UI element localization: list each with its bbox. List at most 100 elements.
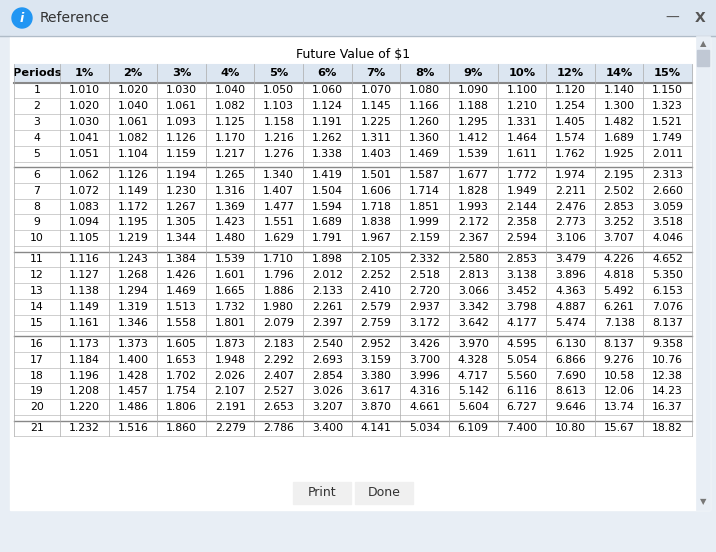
Bar [109, 64, 158, 82]
Text: 1.486: 1.486 [117, 402, 148, 412]
Bar [109, 267, 158, 283]
Text: 1.346: 1.346 [117, 317, 148, 327]
Text: 1%: 1% [74, 68, 94, 78]
Text: 1.159: 1.159 [166, 148, 197, 158]
Bar [205, 214, 254, 230]
Bar [158, 352, 205, 368]
Text: 6.866: 6.866 [555, 355, 586, 365]
Bar [644, 114, 692, 130]
Text: 2.720: 2.720 [409, 286, 440, 296]
Text: 6.109: 6.109 [458, 423, 489, 433]
Text: 4: 4 [34, 133, 40, 143]
Bar [498, 230, 546, 246]
Text: 1.254: 1.254 [555, 101, 586, 111]
Text: 3.342: 3.342 [458, 302, 488, 312]
Text: 15.67: 15.67 [604, 423, 634, 433]
Bar [14, 384, 60, 399]
Text: 2.026: 2.026 [215, 370, 246, 380]
Text: 1.126: 1.126 [166, 133, 197, 143]
Text: 1.232: 1.232 [69, 423, 100, 433]
Bar [109, 315, 158, 331]
Text: 1.210: 1.210 [506, 101, 537, 111]
Bar [546, 130, 595, 146]
Bar [352, 299, 400, 315]
Text: 1.267: 1.267 [166, 201, 197, 211]
Text: 1.574: 1.574 [555, 133, 586, 143]
Bar [644, 64, 692, 82]
Bar [158, 114, 205, 130]
Text: 1.772: 1.772 [506, 170, 537, 180]
Text: 9.646: 9.646 [555, 402, 586, 412]
Bar [14, 146, 60, 162]
Bar [303, 315, 352, 331]
Text: 5.350: 5.350 [652, 270, 683, 280]
Text: 1.967: 1.967 [361, 233, 392, 243]
Bar [595, 130, 644, 146]
Bar [546, 82, 595, 98]
Text: 1.051: 1.051 [69, 148, 100, 158]
Text: 7%: 7% [367, 68, 386, 78]
Bar [595, 167, 644, 183]
Text: Future Value of $1: Future Value of $1 [296, 47, 410, 61]
Bar [546, 114, 595, 130]
Bar [14, 299, 60, 315]
Bar [60, 421, 109, 436]
Bar [400, 64, 449, 82]
Bar [352, 114, 400, 130]
Text: Reference: Reference [40, 11, 110, 25]
Text: 2.773: 2.773 [555, 217, 586, 227]
Text: 1.762: 1.762 [555, 148, 586, 158]
Bar [449, 421, 498, 436]
Bar [498, 130, 546, 146]
Bar [60, 214, 109, 230]
Text: 1.149: 1.149 [117, 185, 148, 196]
Text: 1.040: 1.040 [215, 86, 246, 95]
Bar [644, 399, 692, 415]
Bar [158, 214, 205, 230]
Text: 1.276: 1.276 [263, 148, 294, 158]
Bar [254, 130, 303, 146]
Bar [400, 167, 449, 183]
Text: 6: 6 [34, 170, 40, 180]
Text: 1.219: 1.219 [117, 233, 148, 243]
Text: 2.313: 2.313 [652, 170, 683, 180]
Bar [60, 98, 109, 114]
Bar [109, 352, 158, 368]
Bar [449, 64, 498, 82]
Text: 5.054: 5.054 [506, 355, 537, 365]
Text: 16.37: 16.37 [652, 402, 683, 412]
Bar [352, 183, 400, 199]
Bar [595, 199, 644, 214]
Text: 1.030: 1.030 [69, 117, 100, 127]
Text: 1.949: 1.949 [506, 185, 537, 196]
Bar [644, 368, 692, 384]
Text: 1.158: 1.158 [263, 117, 294, 127]
Bar [303, 299, 352, 315]
Text: 5: 5 [34, 148, 40, 158]
Bar [254, 399, 303, 415]
Text: 3.106: 3.106 [555, 233, 586, 243]
Text: 2.358: 2.358 [506, 217, 537, 227]
Text: 4%: 4% [221, 68, 240, 78]
Bar [303, 98, 352, 114]
Text: 19: 19 [30, 386, 44, 396]
Bar [254, 199, 303, 214]
Text: Periods: Periods [13, 68, 62, 78]
Text: 7.690: 7.690 [555, 370, 586, 380]
Text: 12.38: 12.38 [652, 370, 683, 380]
Text: 3.896: 3.896 [555, 270, 586, 280]
Bar [14, 183, 60, 199]
Text: 1.196: 1.196 [69, 370, 100, 380]
Bar [498, 421, 546, 436]
Bar [14, 199, 60, 214]
Bar [644, 283, 692, 299]
Text: 1.791: 1.791 [312, 233, 343, 243]
Text: 3.452: 3.452 [506, 286, 537, 296]
Bar [303, 146, 352, 162]
Text: 2.540: 2.540 [312, 339, 343, 349]
Bar [16, 66, 690, 434]
Text: 14: 14 [30, 302, 44, 312]
Bar [14, 64, 692, 436]
Text: 1.116: 1.116 [69, 254, 100, 264]
Bar [546, 199, 595, 214]
